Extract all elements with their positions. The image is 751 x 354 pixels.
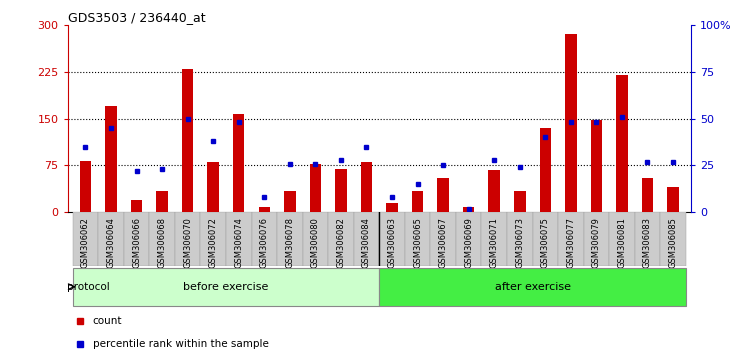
Bar <box>488 170 500 212</box>
Bar <box>303 212 328 266</box>
Bar <box>175 212 201 266</box>
Bar <box>507 212 532 266</box>
Text: GSM306068: GSM306068 <box>158 217 167 268</box>
Text: GSM306076: GSM306076 <box>260 217 269 268</box>
Bar <box>252 212 277 266</box>
Text: GSM306077: GSM306077 <box>566 217 575 268</box>
Text: GSM306065: GSM306065 <box>413 217 422 268</box>
Bar <box>514 190 526 212</box>
Text: GSM306079: GSM306079 <box>592 217 601 268</box>
Bar <box>309 164 321 212</box>
Text: GSM306084: GSM306084 <box>362 217 371 268</box>
Bar <box>668 187 679 212</box>
Text: GSM306080: GSM306080 <box>311 217 320 268</box>
Text: protocol: protocol <box>67 282 110 292</box>
Bar <box>182 69 194 212</box>
Bar <box>565 34 577 212</box>
Bar <box>335 169 347 212</box>
Text: percentile rank within the sample: percentile rank within the sample <box>92 339 268 349</box>
Text: GSM306063: GSM306063 <box>388 217 397 268</box>
Bar <box>226 212 252 266</box>
Bar <box>437 178 449 212</box>
Bar <box>360 162 372 212</box>
Bar <box>105 106 116 212</box>
Text: GSM306067: GSM306067 <box>439 217 448 268</box>
Bar <box>412 190 424 212</box>
Bar <box>284 190 296 212</box>
Text: GSM306085: GSM306085 <box>668 217 677 268</box>
Bar <box>156 190 168 212</box>
Text: GSM306066: GSM306066 <box>132 217 141 268</box>
Text: before exercise: before exercise <box>183 282 269 292</box>
Bar <box>558 212 584 266</box>
Bar <box>258 207 270 212</box>
Text: GSM306082: GSM306082 <box>336 217 345 268</box>
Bar <box>405 212 430 266</box>
Text: GSM306073: GSM306073 <box>515 217 524 268</box>
Text: GSM306078: GSM306078 <box>285 217 294 268</box>
Bar <box>430 212 456 266</box>
Text: after exercise: after exercise <box>494 282 571 292</box>
Bar <box>617 75 628 212</box>
Bar <box>277 212 303 266</box>
Bar <box>98 212 124 266</box>
Text: GSM306072: GSM306072 <box>209 217 218 268</box>
Text: GSM306062: GSM306062 <box>81 217 90 268</box>
Text: count: count <box>92 316 122 326</box>
Bar <box>609 212 635 266</box>
Text: GSM306083: GSM306083 <box>643 217 652 268</box>
Bar <box>201 212 226 266</box>
Bar <box>635 212 660 266</box>
Bar <box>539 128 551 212</box>
Bar <box>328 212 354 266</box>
Text: GDS3503 / 236440_at: GDS3503 / 236440_at <box>68 11 205 24</box>
Text: GSM306074: GSM306074 <box>234 217 243 268</box>
Bar <box>80 161 91 212</box>
Text: GSM306070: GSM306070 <box>183 217 192 268</box>
Bar <box>73 212 98 266</box>
Bar <box>386 203 398 212</box>
Bar <box>207 162 219 212</box>
Bar <box>532 212 558 266</box>
Bar <box>73 268 379 306</box>
Bar <box>149 212 175 266</box>
Bar <box>660 212 686 266</box>
Bar <box>354 212 379 266</box>
Bar <box>481 212 507 266</box>
Bar <box>642 178 653 212</box>
Bar <box>124 212 149 266</box>
Text: GSM306071: GSM306071 <box>490 217 499 268</box>
Bar <box>463 207 475 212</box>
Text: GSM306064: GSM306064 <box>107 217 116 268</box>
Bar <box>233 114 245 212</box>
Bar <box>379 212 405 266</box>
Text: GSM306075: GSM306075 <box>541 217 550 268</box>
Bar <box>590 120 602 212</box>
Text: GSM306069: GSM306069 <box>464 217 473 268</box>
Bar <box>584 212 609 266</box>
Bar <box>456 212 481 266</box>
Bar <box>131 200 142 212</box>
Text: GSM306081: GSM306081 <box>617 217 626 268</box>
Bar <box>379 268 686 306</box>
